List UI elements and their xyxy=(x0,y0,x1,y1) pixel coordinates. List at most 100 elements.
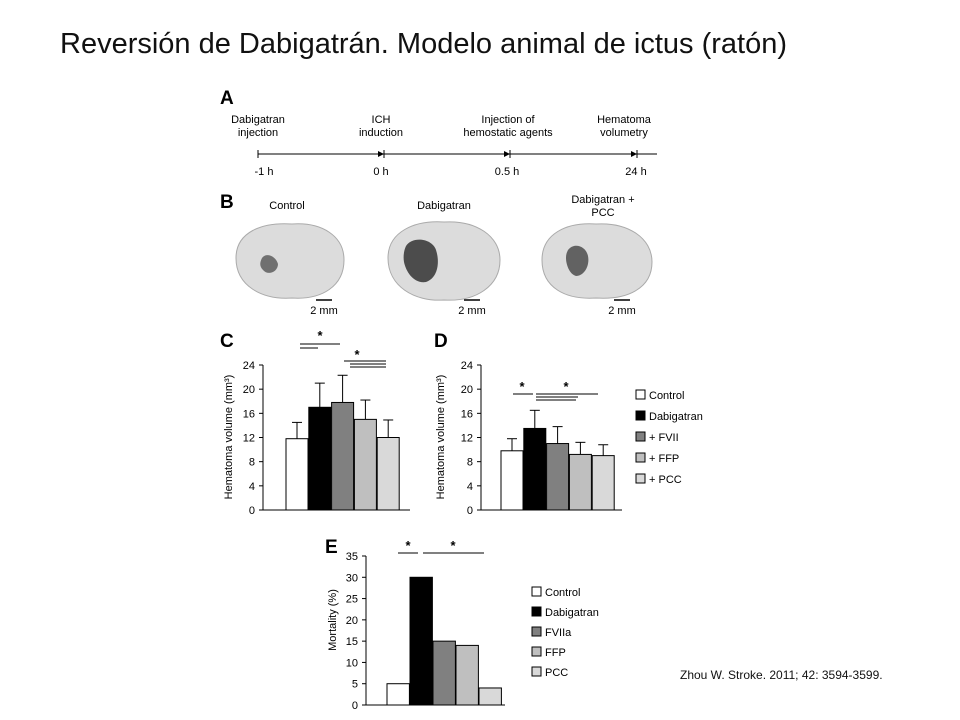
significance-bracket: * xyxy=(513,379,533,395)
legend-label: Control xyxy=(545,587,580,599)
significance-star: * xyxy=(405,538,411,553)
timeline-time-label: 0.5 h xyxy=(495,166,519,178)
brain-section-label: PCC xyxy=(591,207,614,219)
panel-d-letter: D xyxy=(434,331,448,352)
timeline-event-label: hemostatic agents xyxy=(463,127,553,139)
hematoma-lesion xyxy=(403,239,438,283)
y-tick-label: 10 xyxy=(346,657,358,669)
y-tick-label: 16 xyxy=(461,408,473,420)
timeline-event-label: volumetry xyxy=(600,127,648,139)
y-tick-label: 12 xyxy=(243,433,255,445)
significance-bracket: * xyxy=(423,538,484,554)
timeline-arrow xyxy=(631,151,637,157)
panel-e: E Mortality (%) 0 5 10 15 20 25 30 35 * * Contr… xyxy=(325,537,599,712)
y-tick-label: 20 xyxy=(243,384,255,396)
timeline-time-label: 24 h xyxy=(625,166,646,178)
y-tick-label: 5 xyxy=(352,679,358,691)
y-tick-label: 30 xyxy=(346,572,358,584)
significance-bracket: * xyxy=(300,328,340,349)
timeline-time-label: -1 h xyxy=(255,166,274,178)
legend-swatch xyxy=(531,586,542,597)
panel-a: A Dabigatran injection ICH induction Inj… xyxy=(220,88,657,178)
significance-star: * xyxy=(317,328,323,343)
y-tick-label: 16 xyxy=(243,408,255,420)
significance-star: * xyxy=(450,538,456,553)
timeline-event-label: Hematoma xyxy=(597,114,652,126)
timeline-event-label: induction xyxy=(359,127,403,139)
bar-dabigatran xyxy=(308,406,332,511)
timeline-event-label: injection xyxy=(238,127,278,139)
brain-section-dabigatran-pcc xyxy=(541,223,653,299)
panel-a-letter: A xyxy=(220,88,234,109)
brain-section-dabigatran xyxy=(387,221,501,301)
panel-c: C Hematoma volume (mm³) 0 4 8 12 16 20 24 * * xyxy=(220,328,410,517)
y-tick-label: 4 xyxy=(467,481,473,493)
bar-control xyxy=(285,438,309,511)
legend-swatch xyxy=(635,410,646,421)
panel-c-letter: C xyxy=(220,331,234,352)
legend-swatch xyxy=(635,389,646,400)
legend-label: + PCC xyxy=(649,474,682,486)
legend-label: Dabigatran xyxy=(649,411,703,423)
brain-section-label: Dabigatran + xyxy=(571,194,634,206)
timeline-time-label: 0 h xyxy=(373,166,388,178)
y-tick-label: 0 xyxy=(467,505,473,517)
y-axis-label: Mortality (%) xyxy=(327,589,339,651)
legend-swatch xyxy=(531,646,542,657)
significance-star: * xyxy=(354,347,360,362)
bar-dabigatran xyxy=(523,427,547,511)
y-tick-label: 0 xyxy=(249,505,255,517)
y-axis-label: Hematoma volume (mm³) xyxy=(435,375,447,500)
timeline-event-label: ICH xyxy=(372,114,391,126)
y-tick-label: 20 xyxy=(346,615,358,627)
scale-bar-label: 2 mm xyxy=(458,305,486,317)
y-tick-label: 24 xyxy=(243,360,255,372)
significance-bracket: * xyxy=(536,379,598,401)
panel-b-letter: B xyxy=(220,192,234,213)
timeline-event-label: Dabigatran xyxy=(231,114,285,126)
hematoma-lesion xyxy=(566,245,589,276)
y-tick-label: 25 xyxy=(346,594,358,606)
bar-fvii xyxy=(331,401,355,511)
timeline-event-label: Injection of xyxy=(481,114,535,126)
legend-swatch xyxy=(635,452,646,463)
panel-e-letter: E xyxy=(325,537,338,558)
y-tick-label: 8 xyxy=(467,457,473,469)
legend-swatch xyxy=(635,473,646,484)
timeline-arrow xyxy=(378,151,384,157)
y-tick-label: 24 xyxy=(461,360,473,372)
bar-pcc xyxy=(478,687,502,706)
y-tick-label: 12 xyxy=(461,433,473,445)
y-tick-label: 8 xyxy=(249,457,255,469)
y-tick-label: 35 xyxy=(346,551,358,563)
legend-label: Control xyxy=(649,390,684,402)
bar-ffp xyxy=(568,453,592,511)
scale-bar-label: 2 mm xyxy=(310,305,338,317)
brain-section-control xyxy=(235,223,345,299)
bar-pcc xyxy=(591,455,615,511)
brain-section-label: Dabigatran xyxy=(417,200,471,212)
legend-label: PCC xyxy=(545,667,568,679)
legend-label: FVIIa xyxy=(545,627,572,639)
slide-title: Reversión de Dabigatrán. Modelo animal d… xyxy=(60,28,787,60)
legend-label: FFP xyxy=(545,647,566,659)
bar-ffp xyxy=(455,644,479,706)
significance-star: * xyxy=(519,379,525,394)
bar-fviia xyxy=(432,640,456,706)
bar-ffp xyxy=(353,418,377,511)
y-tick-label: 20 xyxy=(461,384,473,396)
legend-swatch xyxy=(531,626,542,637)
legend-label: Dabigatran xyxy=(545,607,599,619)
significance-star: * xyxy=(563,379,569,394)
hematoma-lesion xyxy=(260,255,278,273)
y-tick-label: 0 xyxy=(352,700,358,712)
bar-dabigatran xyxy=(409,576,433,706)
timeline-arrow xyxy=(504,151,510,157)
significance-bracket: * xyxy=(344,347,386,368)
bar-pcc xyxy=(376,437,400,511)
bar-fvii xyxy=(546,443,570,511)
y-axis-label: Hematoma volume (mm³) xyxy=(223,375,235,500)
bar-control xyxy=(500,450,524,511)
